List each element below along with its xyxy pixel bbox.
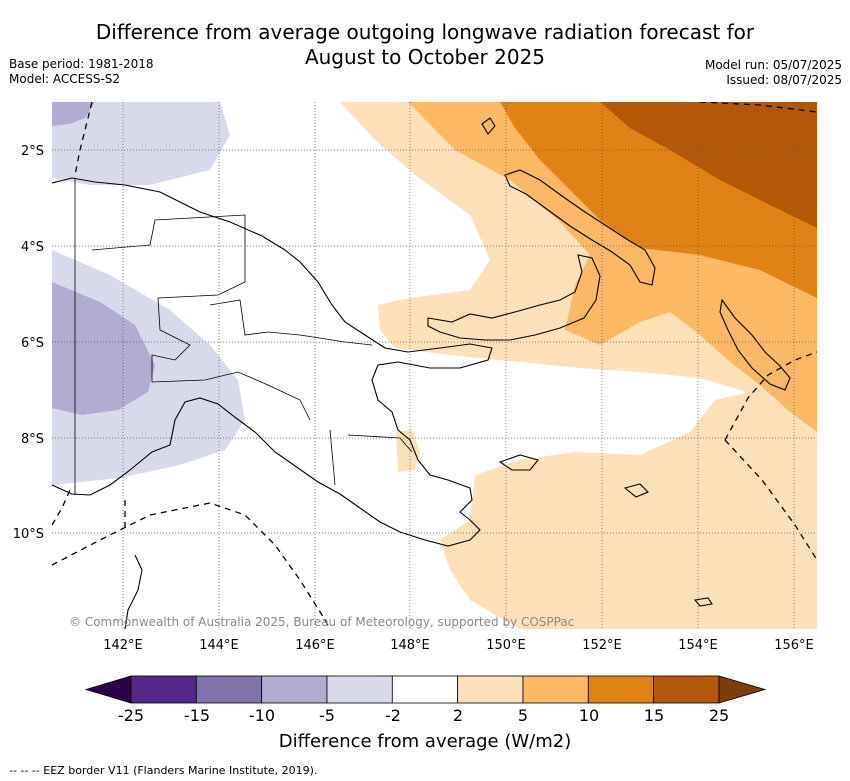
anomaly-neg-2-5-region-nw: [52, 102, 230, 185]
meta-right: Model run: 05/07/2025 Issued: 08/07/2025: [705, 58, 842, 88]
lon-label: 146°E: [295, 638, 335, 653]
anomaly-neg-5-10-region-nw-corner: [52, 102, 95, 126]
map-area: © Commonwealth of Australia 2025, Bureau…: [52, 102, 817, 629]
colorbar-cell: [653, 675, 720, 704]
anomaly-neg-5-10-region-sw: [52, 282, 155, 415]
colorbar-label: Difference from average (W/m2): [278, 731, 572, 752]
title-line-1: Difference from average outgoing longwav…: [95, 20, 755, 44]
new-ireland-coastline: [504, 169, 656, 286]
lat-label: 8°S: [21, 432, 44, 447]
latitude-labels: 2°S 4°S 6°S 8°S 10°S: [13, 144, 44, 542]
lon-label: 148°E: [390, 638, 430, 653]
lat-label: 4°S: [21, 240, 44, 255]
colorbar-cell: [457, 675, 524, 704]
colorbar-extend-max: [718, 675, 767, 704]
new-guinea-coastline: [52, 177, 493, 547]
graticule: [52, 102, 817, 629]
model-run: Model run: 05/07/2025: [704, 58, 842, 72]
map-title: Difference from average outgoing longwav…: [0, 20, 850, 70]
colorbar-tick-label: 15: [644, 706, 664, 725]
manus-island-coastline: [481, 117, 496, 135]
colorbar-cell: [261, 675, 328, 704]
colorbar-cell: [391, 675, 459, 704]
colorbar: -25 -15 -10 -5 -2 2 5 10 15 25: [84, 675, 767, 725]
base-period: Base period: 1981-2018: [9, 57, 154, 71]
eez-legend-footnote: -- -- -- EEZ border V11 (Flanders Marine…: [9, 764, 318, 777]
lat-label: 6°S: [21, 336, 44, 351]
colorbar-cell: [195, 675, 263, 704]
colorbar-tick-label: 10: [579, 706, 599, 725]
lon-label: 142°E: [103, 638, 143, 653]
anomaly-15-25-region: [600, 102, 817, 228]
lat-label: 10°S: [13, 527, 44, 542]
lon-label: 144°E: [199, 638, 239, 653]
colorbar-tick-label: 2: [453, 706, 463, 725]
new-britain-coastline: [427, 254, 601, 341]
colorbar-tick-label: 5: [518, 706, 528, 725]
woodlark-coastline: [623, 483, 649, 498]
lon-label: 154°E: [678, 638, 718, 653]
colorbar-tick-label: -25: [118, 706, 144, 725]
issued-date: Issued: 08/07/2025: [726, 73, 842, 87]
model-name: Model: ACCESS-S2: [9, 72, 121, 86]
colorbar-tick-label: 25: [709, 706, 729, 725]
meta-left: Base period: 1981-2018 Model: ACCESS-S2: [9, 57, 154, 87]
longitude-labels: 142°E 144°E 146°E 148°E 150°E 152°E 154°…: [103, 638, 814, 653]
colorbar-cell: [587, 675, 655, 704]
colorbar-tick-label: -15: [184, 706, 210, 725]
colorbar-cell: [130, 675, 197, 704]
coastlines: [52, 117, 791, 629]
lat-label: 2°S: [21, 144, 44, 159]
anomaly-2-5-region-south: [440, 390, 817, 629]
lon-label: 150°E: [486, 638, 526, 653]
colorbar-tick-label: -5: [319, 706, 335, 725]
eez-borders: [52, 102, 817, 629]
colorbar-cell: [522, 675, 589, 704]
copyright-text: © Commonwealth of Australia 2025, Bureau…: [69, 615, 574, 629]
bougainville-coastline: [719, 298, 791, 391]
colorbar-tick-label: -10: [249, 706, 275, 725]
colorbar-cell: [326, 675, 393, 704]
title-line-2: August to October 2025: [304, 45, 546, 69]
lon-label: 156°E: [774, 638, 814, 653]
cape-york-coastline: [124, 554, 143, 629]
colorbar-extend-min: [84, 675, 132, 704]
normanby-coastline: [498, 454, 539, 471]
lon-label: 152°E: [582, 638, 622, 653]
colorbar-tick-label: -2: [385, 706, 401, 725]
